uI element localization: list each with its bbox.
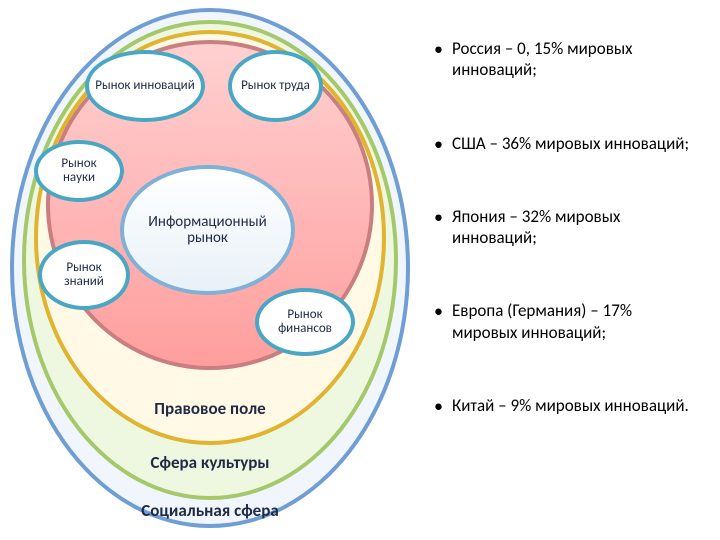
labor-market-label: Рынок труда (241, 79, 310, 93)
knowledge-market-label: Рынок знаний (48, 261, 120, 290)
social-sphere-label: Социальная сфера (110, 500, 310, 521)
fact-item: США – 36% мировых инноваций; (430, 133, 700, 154)
labor-market-node: Рынок труда (228, 50, 323, 122)
fact-item: Япония – 32% мировых инноваций; (430, 206, 700, 249)
fact-item: Россия – 0, 15% мировых инноваций; (430, 38, 700, 81)
science-market-label: Рынок науки (44, 157, 114, 186)
innovations-market-node: Рынок инноваций (85, 50, 205, 122)
info-market-node: Информационный рынок (120, 165, 295, 295)
finance-market-node: Рынок финансов (255, 288, 355, 356)
fact-item: Китай – 9% мировых инноваций. (430, 395, 700, 416)
knowledge-market-node: Рынок знаний (38, 240, 130, 310)
science-market-node: Рынок науки (34, 140, 124, 202)
legal-field-label: Правовое поле (110, 398, 310, 419)
markets-diagram: Информационный рынок Рынок инноваций Рын… (0, 0, 420, 540)
fact-item: Европа (Германия) – 17% мировых инноваци… (430, 300, 700, 343)
culture-sphere-label: Сфера культуры (110, 452, 310, 473)
finance-market-label: Рынок финансов (265, 308, 345, 337)
info-market-label: Информационный рынок (130, 214, 285, 247)
facts-list: Россия – 0, 15% мировых инноваций; США –… (430, 38, 700, 468)
innovations-market-label: Рынок инноваций (95, 79, 194, 93)
